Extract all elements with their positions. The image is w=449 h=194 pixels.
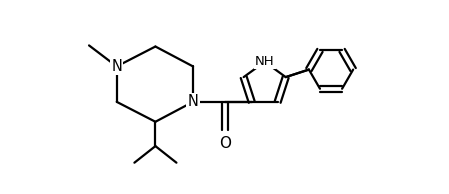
Text: N: N [111,59,122,74]
Text: NH: NH [255,55,274,68]
Text: O: O [219,136,231,151]
Text: N: N [188,94,198,109]
